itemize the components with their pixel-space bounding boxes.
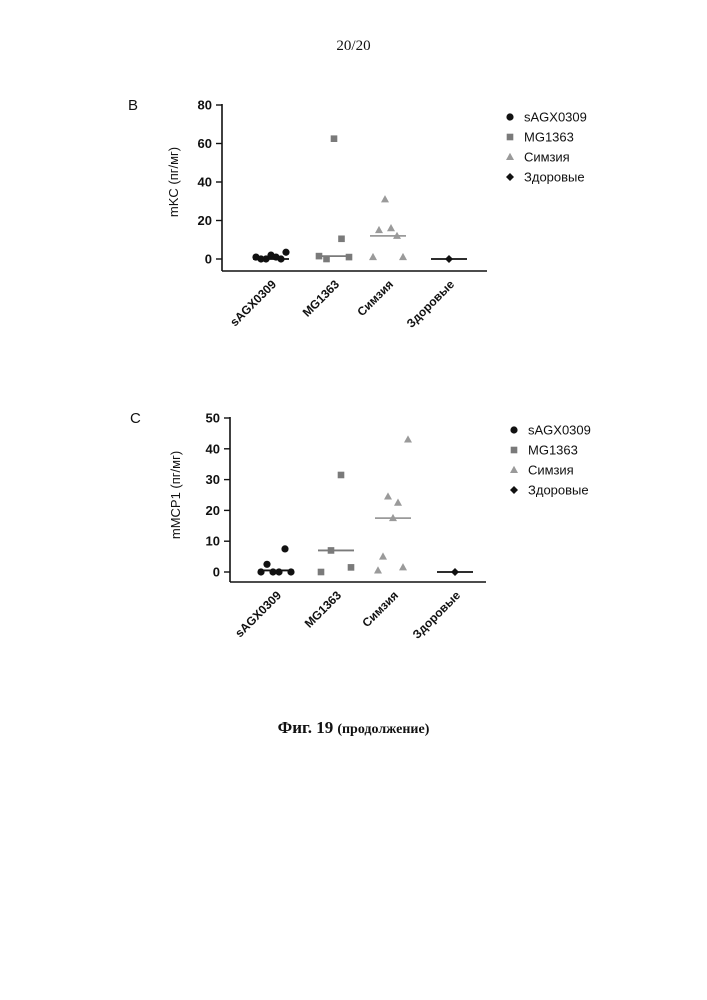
point-0-4 bbox=[281, 545, 288, 552]
point-0-0 bbox=[257, 568, 264, 575]
x-tick-label-1: MG1363 bbox=[302, 588, 345, 631]
legend-label-0: sAGX0309 bbox=[528, 423, 591, 438]
point-2-4 bbox=[394, 499, 402, 506]
x-tick-label-0: sAGX0309 bbox=[232, 588, 284, 640]
legend-marker-0 bbox=[510, 426, 517, 433]
legend-marker-3 bbox=[510, 486, 518, 494]
caption-sub: (продолжение) bbox=[337, 722, 429, 737]
point-2-5 bbox=[399, 563, 407, 570]
point-2-2 bbox=[384, 492, 392, 499]
point-0-5 bbox=[287, 568, 294, 575]
point-0-1 bbox=[263, 561, 270, 568]
y-tick-label-50: 50 bbox=[206, 411, 220, 426]
point-1-2 bbox=[338, 472, 345, 479]
figure-caption: Фиг. 19 (продолжение) bbox=[0, 718, 707, 738]
x-tick-label-2: Симзия bbox=[359, 588, 401, 630]
point-1-3 bbox=[348, 564, 355, 571]
y-axis-label: mMCP1 (пг/мг) bbox=[168, 451, 183, 539]
y-tick-label-30: 30 bbox=[206, 472, 220, 487]
y-tick-label-40: 40 bbox=[206, 441, 220, 456]
legend-marker-1 bbox=[511, 447, 518, 454]
chart-mmcp1: 0 10 20 30 40 50 mMCP1 (пг/мг) sAGX0309 MG1363 Си… bbox=[0, 0, 707, 720]
legend-marker-2 bbox=[510, 466, 518, 473]
y-tick-label-20: 20 bbox=[206, 503, 220, 518]
point-2-1 bbox=[379, 552, 387, 559]
x-tick-label-3: Здоровые bbox=[410, 588, 464, 642]
point-0-3 bbox=[275, 568, 282, 575]
caption-main: Фиг. 19 bbox=[278, 718, 334, 737]
point-2-0 bbox=[374, 566, 382, 573]
y-tick-label-0: 0 bbox=[213, 565, 220, 580]
legend-label-3: Здоровые bbox=[528, 483, 589, 498]
y-tick-label-10: 10 bbox=[206, 534, 220, 549]
legend-label-2: Симзия bbox=[528, 463, 574, 478]
point-2-6 bbox=[404, 435, 412, 442]
legend-label-1: MG1363 bbox=[528, 443, 578, 458]
point-1-0 bbox=[318, 569, 325, 576]
